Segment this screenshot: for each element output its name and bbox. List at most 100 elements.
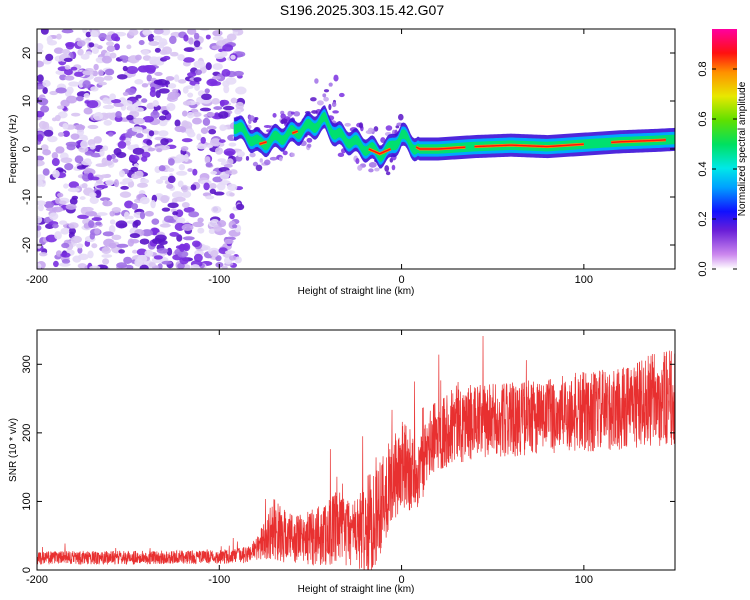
noise-blob (70, 133, 80, 140)
noise-blob (54, 114, 61, 122)
noise-blob (57, 192, 64, 198)
noise-blob (105, 179, 115, 186)
noise-blob (132, 249, 138, 254)
noise-blob (128, 29, 139, 36)
noise-blob (86, 211, 97, 216)
ridge-core-red (291, 130, 298, 134)
noise-blob (117, 140, 127, 149)
colorbar-tick-label: 0.0 (697, 261, 709, 276)
ridge-core-red (368, 148, 391, 155)
noise-blob (183, 47, 195, 52)
noise-blob (119, 55, 129, 60)
noise-blob (58, 200, 67, 205)
noise-blob (42, 149, 52, 156)
noise-blob (37, 200, 46, 206)
noise-blob (52, 223, 59, 229)
noise-blob (153, 255, 163, 260)
noise-blob (182, 236, 195, 241)
signal-blob (252, 161, 259, 167)
noise-blob (106, 154, 112, 162)
noise-blob (212, 35, 224, 41)
noise-blob (93, 136, 102, 144)
ridge-core-red (415, 146, 466, 150)
signal-blob (385, 125, 393, 131)
noise-blob (111, 98, 122, 104)
signal-blob (278, 156, 283, 162)
noise-blob (61, 242, 70, 249)
noise-blob (193, 40, 201, 48)
bottom-x-tick-label: -200 (26, 574, 48, 586)
signal-blob (395, 125, 400, 129)
signal-blob (310, 97, 317, 102)
noise-blob (208, 129, 217, 135)
noise-blob (186, 111, 195, 119)
noise-blob (212, 75, 221, 80)
signal-blob (355, 157, 360, 165)
noise-blob (205, 34, 211, 40)
bottom-y-axis-label: SNR (10 * v/v) (8, 418, 19, 482)
noise-blob (223, 148, 236, 157)
noise-blob (77, 246, 83, 254)
noise-blob (194, 83, 200, 91)
noise-blob (95, 163, 108, 168)
noise-blob (146, 139, 153, 146)
noise-blob (37, 110, 45, 118)
noise-blob (37, 215, 43, 224)
noise-blob (150, 86, 156, 93)
noise-blob (127, 238, 135, 247)
noise-blob (131, 126, 143, 133)
signal-blob (248, 115, 255, 122)
signal-blob (323, 96, 329, 102)
noise-blob (46, 35, 53, 44)
noise-blob (213, 106, 223, 110)
noise-blob (142, 116, 155, 123)
noise-blob (193, 60, 206, 69)
bottom-x-tick-label: 100 (575, 574, 593, 586)
signal-blob (263, 159, 271, 166)
signal-blob (322, 93, 327, 98)
signal-blob (282, 150, 288, 156)
signal-blob (263, 124, 272, 128)
noise-blob (153, 79, 163, 85)
noise-blob (65, 203, 77, 210)
signal-blob (344, 122, 351, 127)
signal-blob (338, 92, 345, 98)
noise-blob (86, 100, 99, 109)
top-x-tick-label: -100 (208, 274, 230, 286)
noise-blob (158, 38, 168, 47)
noise-blob (230, 97, 238, 104)
noise-blob (130, 166, 139, 172)
signal-blob (374, 167, 380, 172)
noise-blob (70, 66, 78, 71)
noise-blob (145, 64, 157, 73)
noise-blob (147, 33, 155, 43)
noise-blob (174, 119, 181, 127)
noise-blob (93, 76, 105, 83)
ridge-core-red (259, 141, 267, 145)
colorbar: 0.0 0.2 0.4 0.6 0.8 Normalized spectral ampl… (697, 29, 748, 277)
noise-blob (206, 144, 213, 149)
noise-blob (38, 120, 47, 130)
noise-blob (125, 140, 131, 146)
noise-blob (200, 136, 206, 144)
noise-blob (235, 86, 247, 95)
noise-blob (139, 211, 146, 220)
noise-blob (109, 210, 116, 217)
noise-blob (231, 224, 238, 229)
noise-blob (84, 51, 93, 56)
noise-blob (236, 150, 245, 158)
noise-blob (79, 196, 86, 200)
noise-blob (45, 53, 54, 62)
noise-blob (63, 183, 69, 189)
noise-blob (222, 44, 234, 52)
noise-blob (103, 119, 113, 126)
noise-blob (60, 227, 70, 235)
noise-blob (206, 125, 217, 131)
noise-blob (109, 52, 117, 59)
noise-blob (224, 238, 234, 245)
noise-blob (113, 43, 120, 51)
noise-blob (210, 219, 219, 223)
noise-blob (204, 156, 211, 164)
noise-blob (151, 218, 160, 225)
noise-blob (148, 130, 155, 137)
